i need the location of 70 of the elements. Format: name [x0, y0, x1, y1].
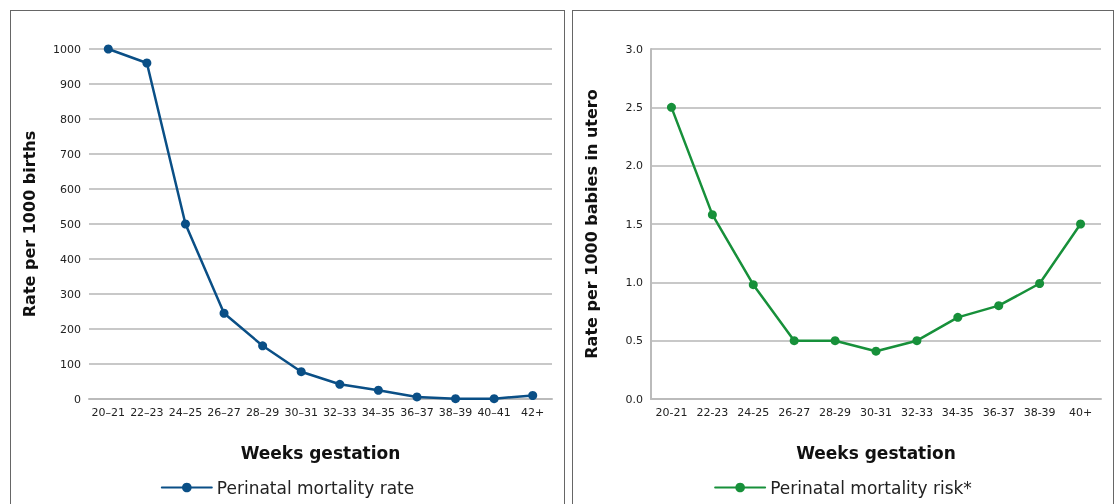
x-tick-label: 28–29	[245, 406, 280, 419]
y-tick-label: 500	[60, 217, 81, 231]
point	[412, 392, 422, 402]
point	[219, 308, 229, 318]
point	[912, 336, 922, 346]
point	[666, 102, 676, 112]
y-tick-label: 200	[60, 322, 81, 336]
point	[296, 367, 306, 377]
x-axis-title: Weeks gestation	[240, 442, 401, 463]
y-tick-label: 0	[74, 392, 81, 406]
y-tick-label: 1.0	[625, 275, 643, 289]
legend-label: Perinatal mortality risk*	[770, 477, 972, 498]
x-tick-label: 36–37	[400, 406, 434, 419]
x-tick-label: 26-27	[778, 406, 811, 419]
x-tick-label: 40+	[1068, 406, 1093, 419]
x-tick-label: 26–27	[207, 406, 241, 419]
y-tick-label: 800	[60, 112, 81, 126]
x-tick-label: 38–39	[438, 406, 473, 419]
y-tick-label: 0.5	[625, 334, 643, 348]
point	[707, 210, 717, 220]
point	[180, 219, 190, 229]
y-axis-title: Rate per 1000 babies in utero	[581, 89, 601, 359]
x-tick-label: 20–21	[91, 406, 126, 419]
point	[335, 379, 345, 389]
point	[994, 301, 1004, 311]
y-tick-label: 700	[60, 147, 81, 161]
x-tick-label: 40–41	[477, 406, 511, 419]
y-tick-label: 2.5	[625, 100, 643, 114]
x-tick-label: 32–33	[323, 406, 357, 419]
x-tick-label: 22–23	[130, 406, 164, 419]
point	[1076, 219, 1086, 229]
y-tick-label: 3.0	[625, 42, 643, 56]
x-tick-label: 20-21	[655, 406, 688, 419]
x-tick-label: 32-33	[900, 406, 933, 419]
x-tick-label: 30-31	[860, 406, 892, 419]
point	[953, 312, 963, 322]
y-tick-label: 900	[60, 77, 81, 91]
point	[258, 341, 268, 351]
x-tick-label: 42+	[521, 406, 545, 419]
x-tick-label: 30–31	[284, 406, 318, 419]
y-tick-label: 0.0	[625, 392, 643, 406]
x-tick-label: 28-29	[819, 406, 852, 419]
point	[489, 394, 499, 404]
point	[748, 280, 758, 290]
point	[103, 44, 113, 54]
y-tick-label: 1.5	[625, 217, 643, 231]
legend-label: Perinatal mortality rate	[216, 477, 415, 498]
point	[871, 346, 881, 356]
point	[373, 385, 383, 395]
point	[528, 391, 538, 400]
y-tick-label: 300	[60, 287, 81, 301]
x-tick-label: 24-25	[737, 406, 770, 419]
y-tick-label: 2.0	[625, 159, 643, 173]
point	[451, 394, 461, 404]
point	[830, 336, 840, 346]
x-tick-label: 34-35	[941, 406, 974, 419]
y-tick-label: 100	[60, 357, 81, 371]
x-tick-label: 24–25	[168, 406, 203, 419]
x-tick-label: 22-23	[696, 406, 729, 419]
x-tick-label: 36-37	[982, 406, 1015, 419]
y-axis-title: Rate per 1000 births	[19, 130, 39, 318]
y-tick-label: 1000	[53, 42, 81, 56]
point	[142, 58, 152, 68]
point	[1035, 279, 1045, 288]
point	[789, 336, 799, 346]
y-tick-label: 600	[60, 182, 81, 196]
x-axis-title: Weeks gestation	[796, 442, 956, 463]
x-tick-label: 34–35	[361, 406, 396, 419]
x-tick-label: 38-39	[1023, 406, 1056, 419]
y-tick-label: 400	[60, 252, 81, 266]
